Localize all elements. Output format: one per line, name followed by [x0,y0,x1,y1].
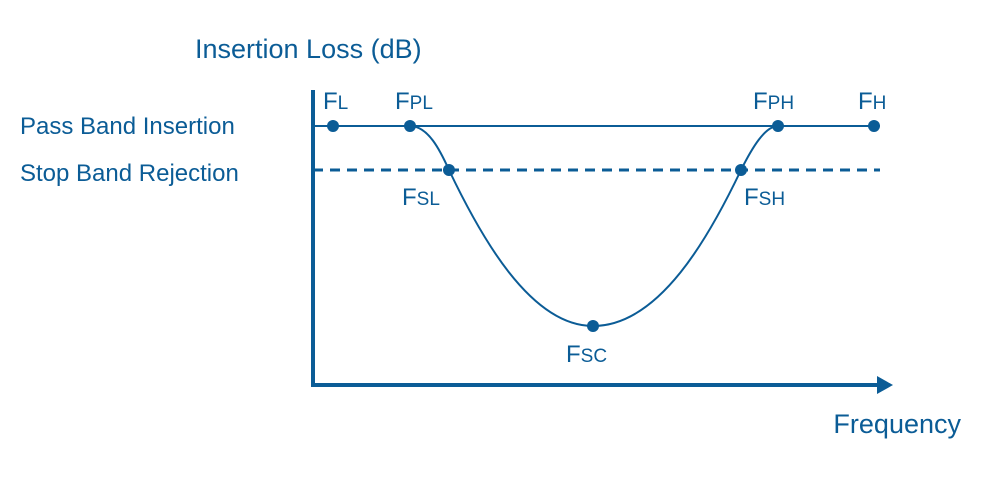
pass-band-label: Pass Band Insertion [20,113,235,140]
x-axis-arrowhead [877,376,893,394]
label-fph: FPH [753,88,794,115]
point-fph [772,120,784,132]
x-axis-title: Frequency [833,409,961,439]
point-fpl [404,120,416,132]
y-axis-title: Insertion Loss (dB) [195,34,422,64]
label-fsl: FSL [402,184,440,211]
notch-curve [409,125,779,328]
point-fh [868,120,880,132]
stop-band-label: Stop Band Rejection [20,160,239,187]
point-fsl [443,164,455,176]
label-fsh: FSH [744,184,785,211]
point-fsc [587,320,599,332]
point-fsh [735,164,747,176]
label-fsc: FSC [566,341,607,368]
point-fl [327,120,339,132]
label-fh: FH [858,88,886,115]
label-fpl: FPL [395,88,433,115]
label-fl: FL [323,88,348,115]
